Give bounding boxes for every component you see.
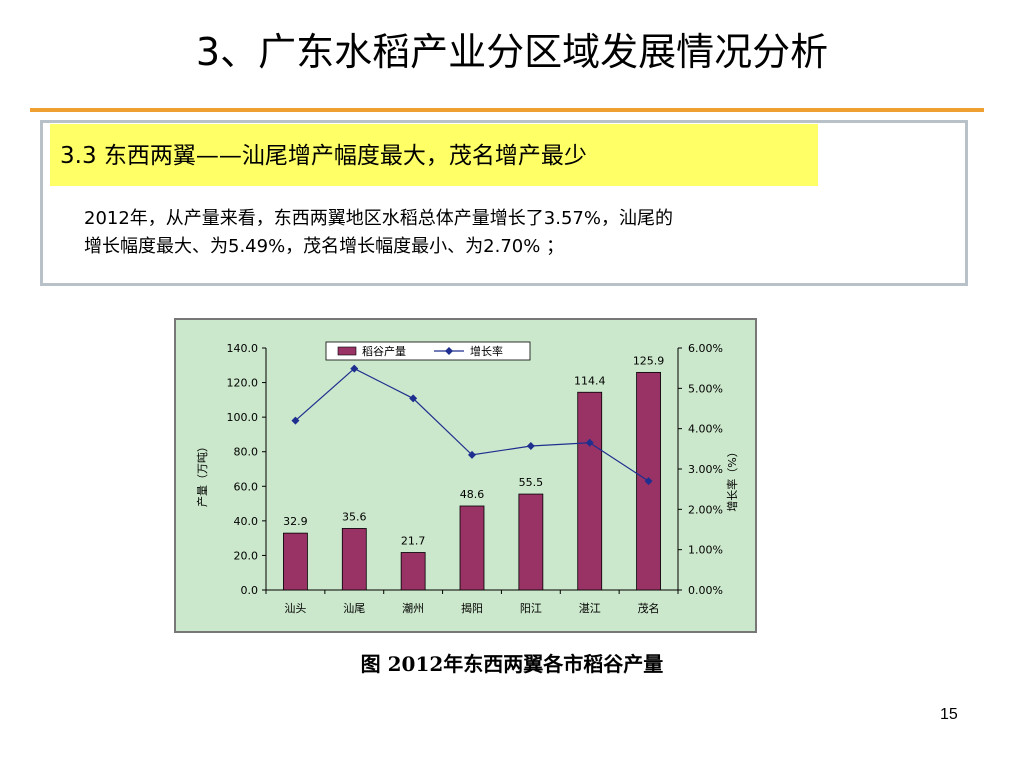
y-tick-label: 40.0 [234,515,259,528]
bar-data-label: 21.7 [401,534,426,547]
x-tick-label: 汕头 [284,602,306,615]
y2-tick-label: 4.00% [688,423,723,436]
x-tick-label: 茂名 [638,601,660,615]
legend-line-label: 增长率 [470,344,503,358]
bar-湛江 [577,391,603,591]
bar-data-label: 48.6 [460,488,485,501]
figure-caption: 图 2012年东西两翼各市稻谷产量 [360,652,664,676]
x-tick-label: 潮州 [402,601,424,615]
bar-揭阳 [459,505,485,591]
bar-data-label: 55.5 [519,476,544,489]
y2-tick-label: 5.00% [688,382,723,395]
bar-data-label: 125.9 [633,354,665,367]
bar-潮州 [400,552,426,591]
y2-tick-label: 0.00% [688,584,723,597]
growth-rate-point [644,477,653,486]
summary-text: 2012年，从产量来看，东西两翼地区水稻总体产量增长了3.57%，汕尾的 增长幅… [84,205,924,261]
y2-tick-label: 1.00% [688,544,723,557]
y2-tick-label: 2.00% [688,503,723,516]
y-tick-label: 20.0 [234,549,259,562]
y2-tick-label: 6.00% [688,342,723,355]
x-tick-label: 揭阳 [461,601,483,615]
legend-box [325,341,531,361]
subtitle-highlight [50,124,818,186]
bar-汕尾 [341,528,367,591]
y-tick-label: 80.0 [234,446,259,459]
y2-axis-title: 增长率（%） [725,446,739,511]
section-subtitle: 3.3 东西两翼——汕尾增产幅度最大，茂名增产最少 [60,143,587,169]
growth-rate-point [468,450,476,459]
growth-rate-point [585,438,594,447]
y-tick-label: 100.0 [227,411,259,424]
title-divider [30,108,984,112]
x-tick-label: 阳江 [520,602,542,615]
legend-line-marker [445,347,453,355]
y-tick-label: 140.0 [227,342,259,355]
y-tick-label: 0.0 [241,584,259,597]
growth-rate-point [291,416,300,425]
slide-title: 3、广东水稻产业分区域发展情况分析 [195,30,829,74]
growth-rate-point [409,394,418,403]
y-tick-label: 120.0 [227,377,259,390]
summary-line-1: 2012年，从产量来看，东西两翼地区水稻总体产量增长了3.57%，汕尾的 [84,208,673,229]
chart-container: 0.0 20.0 40.0 60.0 80.0 100.0 120.0 140.0 0.00% 1… [174,318,757,633]
bar-data-label: 32.9 [283,515,308,528]
y-tick-label: 60.0 [234,480,259,493]
growth-rate-point [526,442,535,451]
y-axis-title: 产量（万吨） [195,441,209,507]
rice-production-chart: 0.0 20.0 40.0 60.0 80.0 100.0 120.0 140.0 0.00% 1… [176,320,755,631]
x-tick-label: 汕尾 [343,602,365,615]
bar-data-label: 35.6 [342,510,367,523]
x-tick-label: 湛江 [579,602,601,615]
growth-rate-point [350,364,359,373]
page-number: 15 [940,706,958,723]
summary-line-2: 增长幅度最大、为5.49%，茂名增长幅度最小、为2.70% ； [84,236,565,257]
bar-data-label: 114.4 [574,374,606,387]
legend-bar-label: 稻谷产量 [362,344,406,358]
legend-bar-swatch [337,346,357,356]
bar-汕头 [283,532,308,591]
bar-阳江 [518,493,544,591]
y2-tick-label: 3.00% [688,463,723,476]
